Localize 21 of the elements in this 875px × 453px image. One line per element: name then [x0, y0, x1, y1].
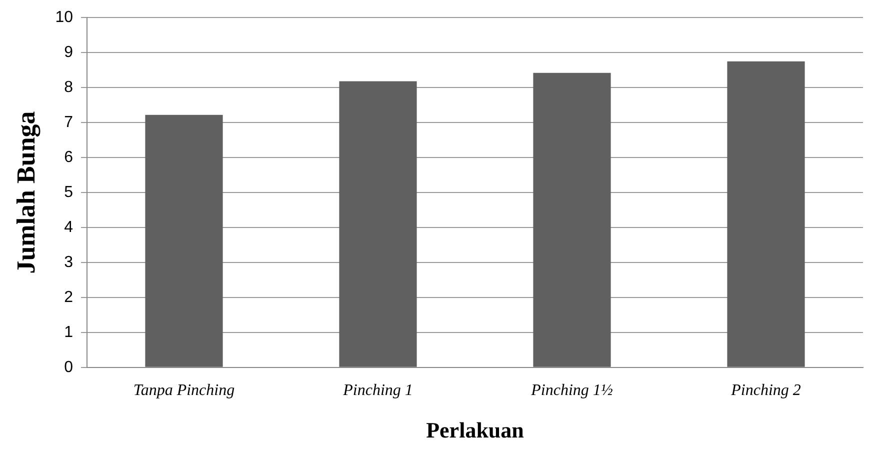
y-tick-label: 1 — [64, 324, 74, 341]
y-tick-label: 10 — [55, 9, 74, 26]
x-tick-label: Pinching 2 — [730, 382, 801, 400]
y-tick-label: 6 — [64, 148, 74, 166]
x-axis-title: Perlakuan — [426, 417, 524, 442]
y-tick-label: 5 — [64, 184, 74, 201]
y-tick-label: 7 — [64, 114, 74, 131]
y-tick-label: 2 — [64, 288, 74, 306]
x-tick-label: Pinching 1½ — [530, 382, 613, 400]
y-tick-label: 3 — [64, 254, 74, 271]
y-tick-label: 0 — [64, 358, 74, 376]
bar — [339, 81, 417, 367]
x-tick-label: Tanpa Pinching — [133, 382, 235, 400]
y-tick-label: 9 — [64, 44, 74, 61]
bar — [727, 61, 805, 367]
bar — [533, 72, 611, 367]
x-tick-label: Pinching 1 — [342, 382, 413, 400]
bar — [145, 114, 223, 367]
y-tick-label: 4 — [64, 218, 74, 236]
y-tick-label: 8 — [64, 78, 74, 96]
y-axis-title: Jumlah Bunga — [11, 111, 40, 274]
